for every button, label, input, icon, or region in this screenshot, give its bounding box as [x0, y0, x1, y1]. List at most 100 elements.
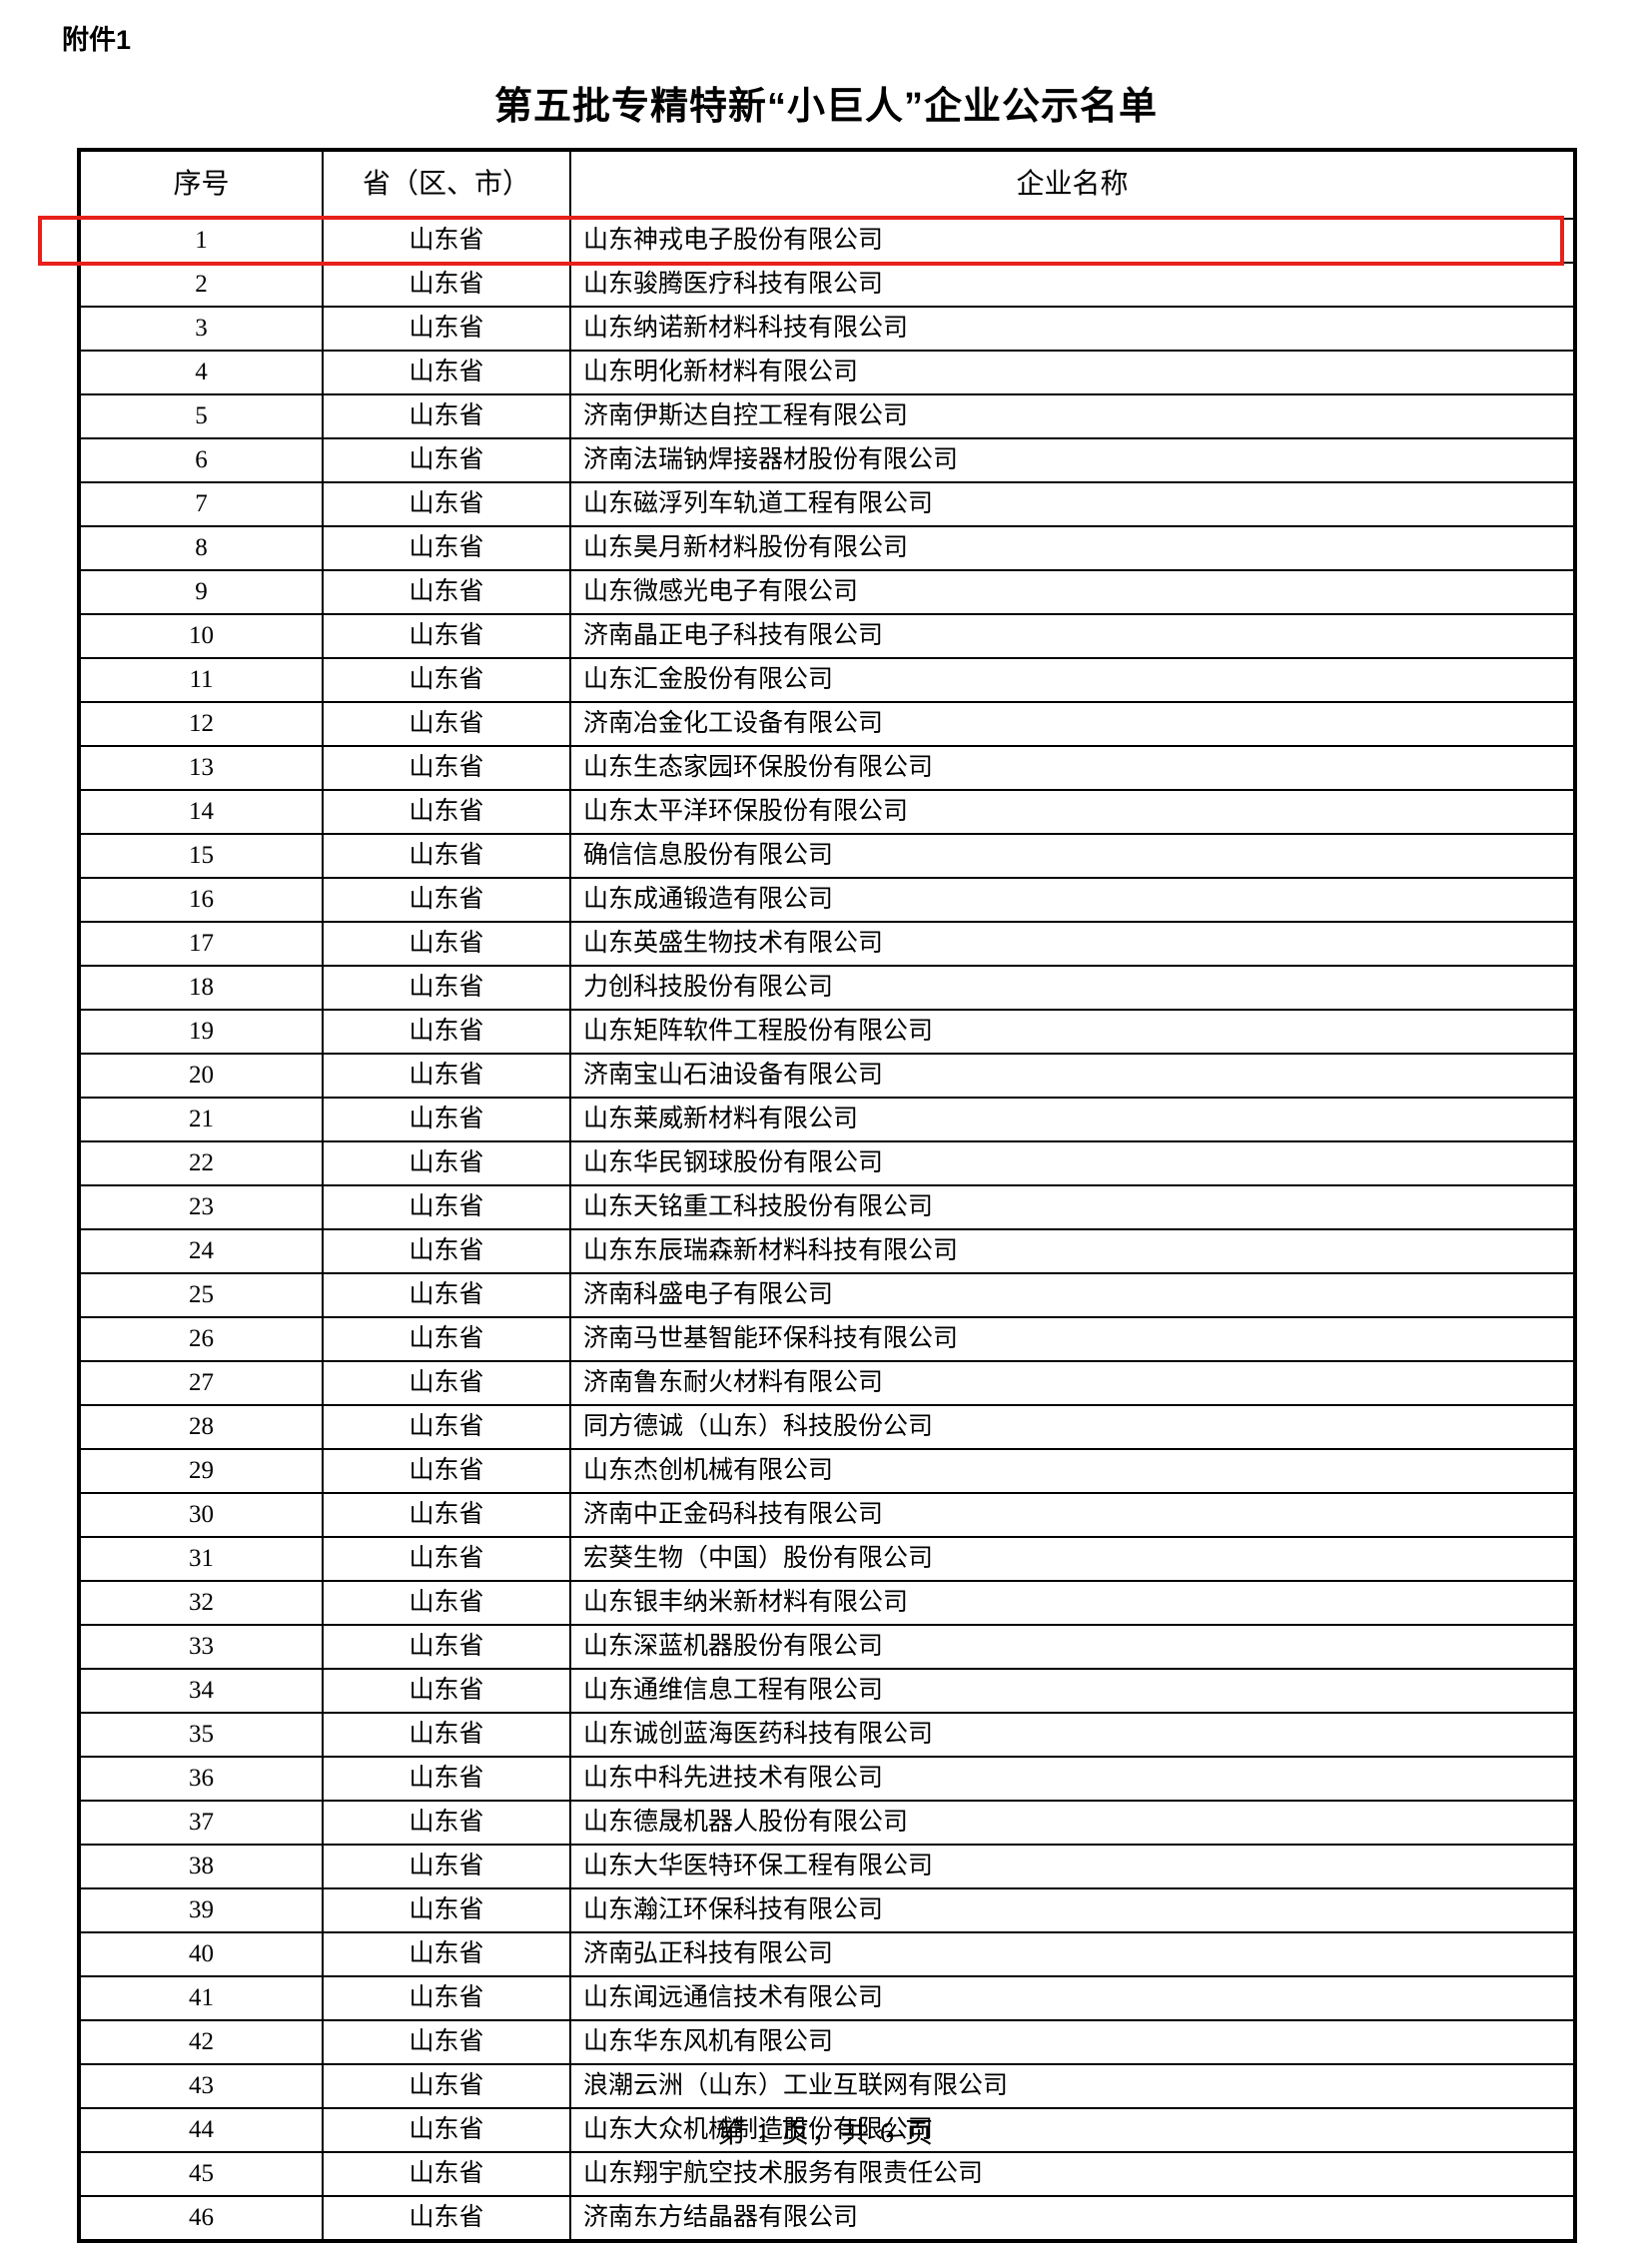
company-listing-table: 序号 省（区、市） 企业名称 1 山东省 山东神戎电子股份有限公司 2 山东省 山东骏腾医… — [77, 148, 1577, 2243]
cell-province: 山东省 — [322, 1360, 571, 1406]
cell-province: 山东省 — [322, 1975, 571, 2021]
cell-province: 山东省 — [322, 2107, 571, 2153]
cell-company-name: 济南科盛电子有限公司 — [569, 1272, 1577, 1318]
cell-index: 31 — [77, 1536, 324, 1582]
table-row: 6 山东省 济南法瑞钠焊接器材股份有限公司 — [77, 437, 1577, 483]
table-row: 28 山东省 同方德诚（山东）科技股份公司 — [77, 1404, 1577, 1450]
cell-province: 山东省 — [322, 481, 571, 527]
table-row: 3 山东省 山东纳诺新材料科技有限公司 — [77, 306, 1577, 352]
cell-index: 11 — [77, 657, 324, 703]
cell-index: 28 — [77, 1404, 324, 1450]
cell-index: 19 — [77, 1009, 324, 1055]
cell-province: 山东省 — [322, 306, 571, 352]
cell-index: 43 — [77, 2063, 324, 2109]
table-row: 41 山东省 山东闻远通信技术有限公司 — [77, 1975, 1577, 2021]
cell-province: 山东省 — [322, 1931, 571, 1977]
cell-company-name: 济南弘正科技有限公司 — [569, 1931, 1577, 1977]
cell-province: 山东省 — [322, 1668, 571, 1714]
cell-province: 山东省 — [322, 921, 571, 967]
cell-province: 山东省 — [322, 525, 571, 571]
cell-index: 23 — [77, 1184, 324, 1230]
table-row: 8 山东省 山东昊月新材料股份有限公司 — [77, 525, 1577, 571]
table-header-row: 序号 省（区、市） 企业名称 — [77, 148, 1577, 220]
table-body: 1 山东省 山东神戎电子股份有限公司 2 山东省 山东骏腾医疗科技有限公司 3 山东省 山东纳诺… — [77, 218, 1577, 2243]
cell-company-name: 山东太平洋环保股份有限公司 — [569, 789, 1577, 835]
table-row: 26 山东省 济南马世基智能环保科技有限公司 — [77, 1316, 1577, 1362]
cell-index: 20 — [77, 1053, 324, 1099]
page-footer: 第 1 页，共 6 页 — [716, 2118, 935, 2149]
cell-index: 33 — [77, 1624, 324, 1670]
cell-index: 39 — [77, 1887, 324, 1933]
cell-province: 山东省 — [322, 1800, 571, 1846]
cell-province: 山东省 — [322, 1140, 571, 1186]
cell-province: 山东省 — [322, 1053, 571, 1099]
cell-company-name: 山东大众机械制造股份有限公司 — [569, 2107, 1577, 2153]
cell-company-name: 山东成通锻造有限公司 — [569, 877, 1577, 923]
cell-index: 36 — [77, 1756, 324, 1802]
table-row: 13 山东省 山东生态家园环保股份有限公司 — [77, 745, 1577, 791]
table-row: 24 山东省 山东东辰瑞森新材料科技有限公司 — [77, 1228, 1577, 1274]
page-title: 第五批专精特新“小巨人”企业公示名单 — [493, 86, 1158, 128]
cell-company-name: 济南晶正电子科技有限公司 — [569, 613, 1577, 659]
column-header-province: 省（区、市） — [322, 148, 571, 220]
cell-company-name: 力创科技股份有限公司 — [569, 965, 1577, 1011]
cell-index: 6 — [77, 437, 324, 483]
table-row: 18 山东省 力创科技股份有限公司 — [77, 965, 1577, 1011]
cell-index: 3 — [77, 306, 324, 352]
cell-company-name: 山东昊月新材料股份有限公司 — [569, 525, 1577, 571]
table-row: 19 山东省 山东矩阵软件工程股份有限公司 — [77, 1009, 1577, 1055]
cell-company-name: 山东大华医特环保工程有限公司 — [569, 1844, 1577, 1889]
cell-company-name: 山东英盛生物技术有限公司 — [569, 921, 1577, 967]
cell-province: 山东省 — [322, 437, 571, 483]
cell-company-name: 山东磁浮列车轨道工程有限公司 — [569, 481, 1577, 527]
table-row: 15 山东省 确信信息股份有限公司 — [77, 833, 1577, 879]
cell-province: 山东省 — [322, 1228, 571, 1274]
cell-index: 41 — [77, 1975, 324, 2021]
table-row: 25 山东省 济南科盛电子有限公司 — [77, 1272, 1577, 1318]
cell-province: 山东省 — [322, 1536, 571, 1582]
cell-index: 40 — [77, 1931, 324, 1977]
cell-company-name: 山东闻远通信技术有限公司 — [569, 1975, 1577, 2021]
cell-index: 27 — [77, 1360, 324, 1406]
cell-province: 山东省 — [322, 1316, 571, 1362]
cell-index: 37 — [77, 1800, 324, 1846]
table-row: 46 山东省 济南东方结晶器有限公司 — [77, 2195, 1577, 2243]
cell-province: 山东省 — [322, 789, 571, 835]
cell-index: 26 — [77, 1316, 324, 1362]
cell-index: 1 — [77, 218, 324, 264]
cell-index: 5 — [77, 393, 324, 439]
table-row: 36 山东省 山东中科先进技术有限公司 — [77, 1756, 1577, 1802]
table-row: 38 山东省 山东大华医特环保工程有限公司 — [77, 1844, 1577, 1889]
cell-company-name: 济南鲁东耐火材料有限公司 — [569, 1360, 1577, 1406]
table-row: 42 山东省 山东华东风机有限公司 — [77, 2019, 1577, 2065]
cell-province: 山东省 — [322, 745, 571, 791]
table-row: 43 山东省 浪潮云洲（山东）工业互联网有限公司 — [77, 2063, 1577, 2109]
cell-company-name: 山东瀚江环保科技有限公司 — [569, 1887, 1577, 1933]
cell-province: 山东省 — [322, 393, 571, 439]
cell-index: 25 — [77, 1272, 324, 1318]
table-row: 32 山东省 山东银丰纳米新材料有限公司 — [77, 1580, 1577, 1626]
cell-company-name: 山东深蓝机器股份有限公司 — [569, 1624, 1577, 1670]
cell-company-name: 山东翔宇航空技术服务有限责任公司 — [569, 2151, 1577, 2197]
cell-index: 29 — [77, 1448, 324, 1494]
cell-index: 38 — [77, 1844, 324, 1889]
cell-province: 山东省 — [322, 1097, 571, 1142]
cell-company-name: 山东神戎电子股份有限公司 — [569, 218, 1577, 264]
cell-company-name: 山东莱威新材料有限公司 — [569, 1097, 1577, 1142]
cell-company-name: 山东纳诺新材料科技有限公司 — [569, 306, 1577, 352]
table-row: 1 山东省 山东神戎电子股份有限公司 — [77, 218, 1577, 264]
table-row: 34 山东省 山东通维信息工程有限公司 — [77, 1668, 1577, 1714]
cell-province: 山东省 — [322, 2019, 571, 2065]
attachment-label: 附件1 — [62, 25, 132, 55]
cell-company-name: 山东明化新材料有限公司 — [569, 350, 1577, 395]
cell-index: 18 — [77, 965, 324, 1011]
cell-company-name: 同方德诚（山东）科技股份公司 — [569, 1404, 1577, 1450]
cell-index: 35 — [77, 1712, 324, 1758]
cell-province: 山东省 — [322, 262, 571, 308]
cell-company-name: 济南伊斯达自控工程有限公司 — [569, 393, 1577, 439]
cell-province: 山东省 — [322, 2063, 571, 2109]
cell-company-name: 山东骏腾医疗科技有限公司 — [569, 262, 1577, 308]
table-row: 20 山东省 济南宝山石油设备有限公司 — [77, 1053, 1577, 1099]
table-row: 33 山东省 山东深蓝机器股份有限公司 — [77, 1624, 1577, 1670]
column-header-company: 企业名称 — [569, 148, 1577, 220]
